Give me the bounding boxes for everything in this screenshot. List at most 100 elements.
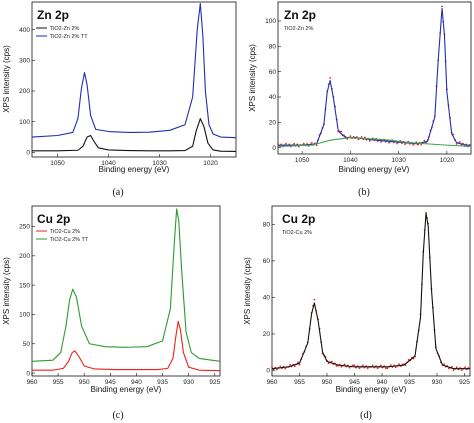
- data-point: [412, 143, 414, 146]
- y-tick-label: 50: [23, 341, 31, 348]
- data-point: [371, 364, 374, 367]
- data-point: [285, 142, 287, 145]
- data-point: [452, 369, 455, 371]
- x-tick-label: 960: [267, 379, 278, 386]
- data-point: [464, 366, 466, 369]
- y-tick-label: 20: [269, 120, 277, 127]
- data-point: [360, 136, 363, 138]
- legend: TiO2-Cu 2% TiO2-Cu 2% TT: [36, 229, 89, 243]
- data-point: [297, 361, 299, 364]
- x-tick-label: 960: [27, 379, 38, 386]
- data-point: [423, 139, 426, 142]
- panel-subtitle: TiO2-Zn 2%: [284, 26, 314, 32]
- panel-subtitle: TiO2-Cu 2%: [282, 230, 312, 236]
- data-point: [313, 298, 316, 301]
- y-tick-label: 80: [263, 221, 271, 228]
- x-tick-label: 1050: [50, 160, 65, 167]
- x-tick-label: 1050: [295, 157, 310, 164]
- data-point: [327, 362, 330, 365]
- data-point: [394, 366, 397, 369]
- y-tick-label: 60: [269, 69, 277, 76]
- panel-caption: (a): [112, 187, 123, 198]
- data-point: [380, 364, 382, 367]
- data-point: [340, 365, 343, 368]
- panel-title: Cu 2p: [282, 212, 315, 226]
- x-tick-label: 950: [79, 379, 90, 386]
- y-tick-label: 300: [19, 58, 30, 65]
- x-tick-label: 940: [377, 379, 388, 386]
- y-tick-label: 40: [263, 295, 271, 302]
- data-point: [276, 368, 278, 371]
- data-point: [368, 139, 371, 142]
- data-point: [348, 366, 351, 369]
- y-tick-label: 40: [269, 94, 277, 101]
- panel-caption: (c): [112, 410, 123, 421]
- panel-title: Cu 2p: [37, 212, 70, 226]
- data-point: [271, 366, 273, 369]
- panel-title: Zn 2p: [284, 8, 316, 22]
- legend-label-1: TiO2-Cu 2%: [50, 229, 80, 235]
- x-tick-label: 1030: [391, 157, 406, 164]
- data-point: [455, 143, 458, 145]
- series-3-line: [277, 136, 472, 147]
- data-point: [458, 141, 461, 143]
- plot-frame: [277, 1, 472, 155]
- x-tick-label: 940: [131, 379, 142, 386]
- data-point: [447, 367, 450, 370]
- y-tick-label: 0: [26, 370, 30, 377]
- legend-label-1: TiO2-Zn 2%: [50, 26, 80, 32]
- legend-label-2: TiO2-Cu 2% TT: [50, 237, 89, 243]
- series-1-line: [32, 118, 237, 153]
- data-point: [363, 136, 366, 139]
- data-point: [293, 365, 296, 368]
- data-point: [310, 141, 313, 144]
- data-point: [376, 367, 379, 370]
- panel-c: Cu 2p TiO2-Cu 2% TiO2-Cu 2% TT Binding e…: [2, 205, 221, 421]
- x-axis-label: Binding energy (eV): [91, 385, 162, 394]
- y-tick-label: 400: [19, 27, 30, 34]
- data-point: [302, 142, 305, 145]
- data-point: [389, 364, 392, 366]
- y-tick-label: 150: [19, 282, 30, 289]
- data-point: [284, 367, 287, 370]
- y-tick-label: 100: [19, 119, 30, 126]
- data-point: [380, 141, 382, 143]
- data-point: [388, 141, 390, 144]
- x-tick-label: 1030: [152, 160, 167, 167]
- data-point: [349, 135, 352, 138]
- y-tick-label: 20: [263, 331, 271, 338]
- x-tick-label: 935: [157, 379, 168, 386]
- panel-a: Zn 2p TiO2-Zn 2% TiO2-Zn 2% TT Binding e…: [2, 1, 237, 198]
- y-tick-label: 200: [19, 88, 30, 95]
- data-point: [315, 144, 318, 147]
- y-tick-label: 100: [265, 18, 276, 25]
- y-tick-label: 200: [19, 253, 30, 260]
- panel-caption: (d): [360, 410, 372, 421]
- series-2-line: [31, 2, 237, 139]
- x-tick-label: 1020: [440, 157, 455, 164]
- series-2-line: [278, 7, 471, 146]
- y-axis-label: XPS intensity (cps): [243, 257, 252, 325]
- data-point: [293, 142, 295, 145]
- plot-frame: [271, 205, 471, 377]
- data-point: [398, 363, 400, 366]
- panel-title: Zn 2p: [37, 8, 69, 22]
- series-2-line: [31, 208, 221, 362]
- x-tick-label: 945: [105, 379, 116, 386]
- data-point: [279, 365, 282, 368]
- x-tick-label: 1040: [343, 157, 358, 164]
- data-point: [330, 360, 333, 363]
- x-axis-label: Binding energy (eV): [99, 165, 170, 174]
- y-axis-label: XPS intensity (cps): [248, 44, 257, 112]
- series-2-line: [271, 212, 470, 370]
- x-axis-label: Binding energy (eV): [339, 165, 410, 174]
- data-point: [329, 76, 332, 79]
- data-point: [277, 142, 279, 145]
- data-point: [404, 143, 406, 146]
- data-point: [353, 364, 356, 367]
- data-point: [460, 369, 463, 371]
- x-axis-label: Binding energy (eV): [336, 385, 407, 394]
- data-point: [361, 364, 364, 367]
- x-tick-label: 950: [322, 379, 333, 386]
